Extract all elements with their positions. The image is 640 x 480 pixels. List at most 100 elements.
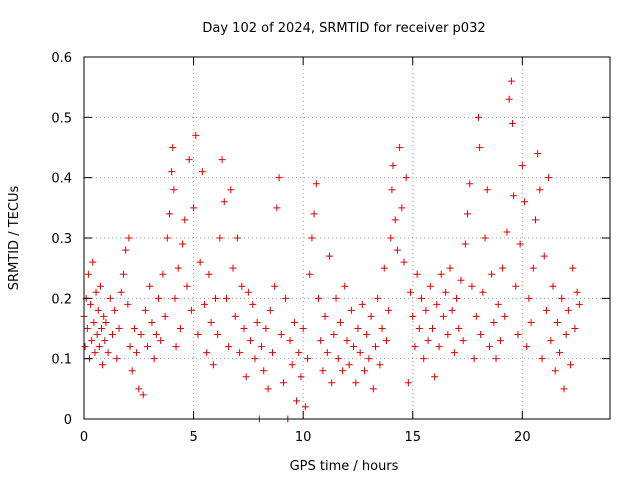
data-point [169, 144, 177, 151]
data-point [575, 300, 583, 308]
data-point [371, 343, 379, 351]
data-point [354, 325, 362, 332]
data-point [222, 294, 230, 302]
data-point [251, 355, 259, 363]
data-point [542, 306, 550, 314]
data-point [343, 337, 351, 345]
data-point [521, 198, 529, 206]
data-point [339, 367, 347, 375]
y-tick-label: 0.1 [51, 353, 72, 368]
data-point [564, 306, 572, 314]
data-point [341, 282, 349, 290]
data-point [347, 306, 355, 314]
data-point [124, 300, 132, 308]
data-point [104, 349, 112, 357]
data-point [139, 391, 147, 399]
data-point [135, 385, 143, 393]
data-point [481, 234, 489, 242]
data-point [216, 234, 224, 242]
data-point [275, 174, 283, 182]
data-point [551, 367, 559, 375]
data-point [325, 252, 333, 260]
data-point [334, 355, 342, 363]
data-point [496, 337, 504, 345]
data-point [157, 337, 165, 345]
data-point [133, 349, 141, 357]
data-point [264, 385, 272, 393]
data-point [306, 270, 314, 278]
data-point [196, 258, 204, 266]
data-point [376, 361, 384, 369]
data-point [286, 337, 294, 345]
data-point [126, 343, 134, 351]
data-point [457, 276, 465, 284]
data-point [161, 312, 169, 320]
data-point [319, 367, 327, 375]
data-point [420, 355, 428, 363]
data-point [387, 234, 395, 242]
data-point [176, 325, 184, 332]
data-point [101, 337, 109, 345]
data-point [214, 331, 222, 339]
chart-title: Day 102 of 2024, SRMTID for receiver p03… [202, 21, 485, 36]
data-point [209, 361, 217, 369]
data-point [475, 113, 482, 121]
data-point [238, 282, 246, 290]
data-point [301, 403, 309, 411]
data-point [369, 385, 377, 393]
data-point [95, 343, 103, 351]
data-point [437, 270, 445, 278]
data-point [122, 246, 130, 254]
data-point [352, 379, 360, 387]
data-point [479, 288, 487, 296]
data-point [571, 325, 579, 332]
x-tick-label: 5 [189, 430, 197, 445]
data-point [179, 240, 187, 248]
data-point [507, 77, 515, 85]
data-point [488, 270, 496, 278]
data-point [231, 312, 239, 320]
data-point [398, 204, 406, 212]
data-point [310, 210, 318, 218]
data-point [573, 288, 581, 296]
grid-layer [84, 57, 610, 419]
data-point [220, 198, 228, 206]
data-point [556, 349, 564, 357]
data-point [508, 119, 516, 127]
data-point [163, 234, 171, 242]
data-point [312, 180, 320, 188]
data-point [113, 355, 121, 363]
data-point [501, 312, 509, 320]
data-point [553, 318, 561, 326]
data-point [297, 373, 305, 381]
data-point [407, 288, 415, 296]
data-point [83, 325, 91, 332]
data-point [476, 144, 484, 151]
data-point [181, 216, 189, 224]
data-point [268, 349, 276, 357]
data-point [185, 156, 193, 164]
data-point [483, 186, 491, 194]
data-point [534, 150, 542, 158]
data-point [295, 349, 303, 357]
data-point [183, 282, 191, 290]
data-point [262, 325, 270, 332]
data-point [558, 294, 566, 302]
data-point [170, 186, 178, 194]
data-point [288, 361, 296, 369]
y-tick-label: 0.6 [51, 51, 72, 66]
data-point [330, 331, 338, 339]
data-point [560, 385, 568, 393]
x-tick-label: 20 [514, 430, 531, 445]
data-point [538, 355, 546, 363]
data-point [562, 331, 570, 339]
data-point [192, 131, 200, 139]
data-point [84, 270, 92, 278]
data-point [492, 355, 500, 363]
data-point [540, 252, 548, 260]
data-point [244, 288, 252, 296]
data-point [266, 306, 274, 314]
data-point [409, 312, 417, 320]
data-point [382, 337, 390, 345]
data-point [418, 294, 426, 302]
